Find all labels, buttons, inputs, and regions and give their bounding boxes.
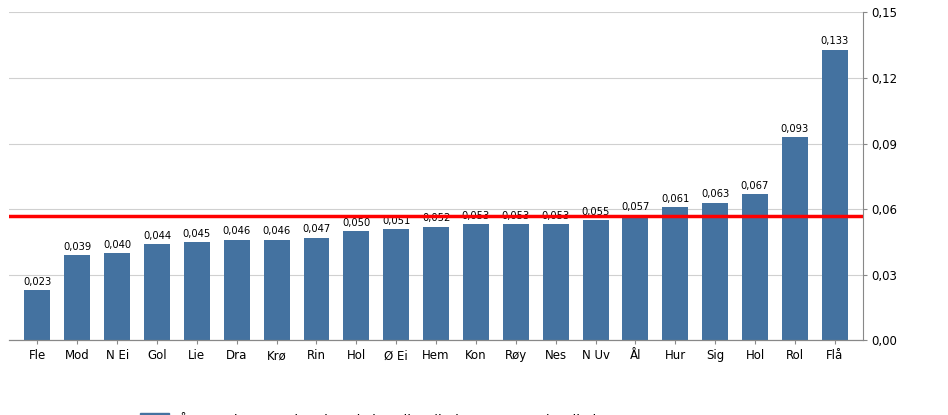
Bar	[303, 237, 330, 340]
Bar	[623, 216, 648, 340]
Bar	[543, 225, 569, 340]
Text: 0,053: 0,053	[462, 211, 490, 221]
Bar	[383, 229, 410, 340]
Bar	[184, 242, 210, 340]
Bar	[104, 253, 130, 340]
Bar	[463, 225, 489, 340]
Bar	[502, 225, 529, 340]
Text: 0,093: 0,093	[781, 124, 809, 134]
Text: 0,051: 0,051	[382, 215, 410, 226]
Bar	[663, 207, 688, 340]
Text: 0,039: 0,039	[64, 242, 91, 252]
Text: 0,050: 0,050	[342, 218, 371, 228]
Text: 0,052: 0,052	[422, 213, 450, 223]
Text: 0,044: 0,044	[143, 231, 171, 241]
Bar	[343, 231, 370, 340]
Legend: Årsv. pr barn med undersøkelse eller tiltak, Snitt alle kommuner: Årsv. pr barn med undersøkelse eller til…	[135, 407, 669, 415]
Text: 0,067: 0,067	[740, 181, 769, 190]
Bar	[144, 244, 170, 340]
Bar	[264, 240, 289, 340]
Text: 0,046: 0,046	[223, 227, 251, 237]
Text: 0,053: 0,053	[501, 211, 530, 221]
Text: 0,046: 0,046	[263, 227, 291, 237]
Bar	[822, 50, 848, 340]
Text: 0,063: 0,063	[701, 189, 729, 199]
Bar	[583, 220, 609, 340]
Text: 0,053: 0,053	[541, 211, 570, 221]
Bar	[782, 137, 808, 340]
Bar	[64, 255, 90, 340]
Bar	[742, 194, 768, 340]
Bar	[224, 240, 249, 340]
Bar	[702, 203, 728, 340]
Text: 0,045: 0,045	[183, 229, 211, 239]
Text: 0,040: 0,040	[103, 239, 131, 249]
Text: 0,061: 0,061	[661, 194, 689, 204]
Text: 0,057: 0,057	[621, 203, 649, 212]
Text: 0,133: 0,133	[821, 37, 848, 46]
Text: 0,023: 0,023	[24, 277, 51, 287]
Bar	[25, 290, 50, 340]
Text: 0,047: 0,047	[302, 224, 331, 234]
Text: 0,055: 0,055	[581, 207, 610, 217]
Bar	[423, 227, 449, 340]
